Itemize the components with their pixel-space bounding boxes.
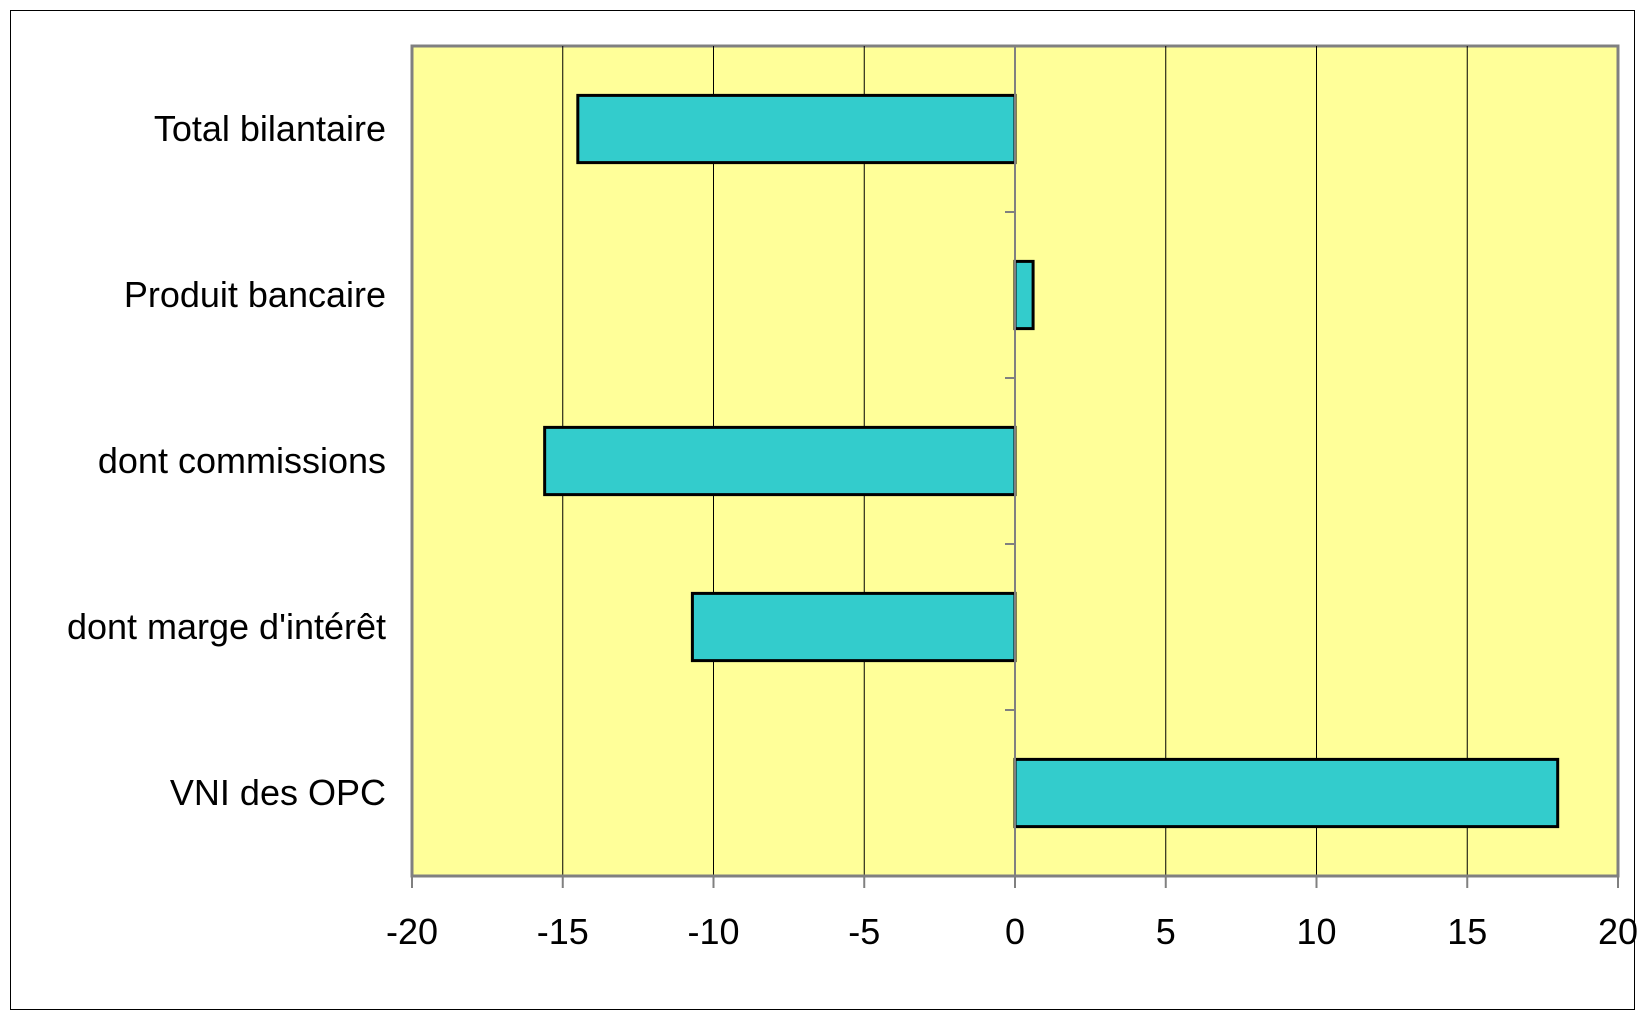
bars: [543, 93, 1560, 829]
x-tick-label: -15: [537, 911, 589, 952]
bar: [690, 591, 1017, 663]
axes: [411, 45, 1619, 888]
x-tick-label: 0: [1005, 911, 1025, 952]
x-tick-label: 15: [1447, 911, 1487, 952]
bar: [1013, 757, 1560, 829]
category-labels: Total bilantaire Produit bancaire dont com…: [67, 108, 386, 813]
x-tick-label: -20: [386, 911, 438, 952]
category-label: Total bilantaire: [154, 108, 386, 149]
tick-labels: -20 -15 -10 -5 0 5 10 15 20: [386, 911, 1638, 952]
category-label: dont marge d'intérêt: [67, 606, 386, 647]
bar: [576, 93, 1017, 165]
x-tick-label: 10: [1296, 911, 1336, 952]
x-tick-label: 5: [1156, 911, 1176, 952]
bar: [543, 425, 1017, 497]
x-tick-label: 20: [1598, 911, 1638, 952]
category-label: VNI des OPC: [170, 772, 386, 813]
x-tick-label: -5: [848, 911, 880, 952]
x-tick-label: -10: [687, 911, 739, 952]
bar: [1013, 259, 1035, 331]
category-label: dont commissions: [98, 440, 386, 481]
category-label: Produit bancaire: [124, 274, 386, 315]
